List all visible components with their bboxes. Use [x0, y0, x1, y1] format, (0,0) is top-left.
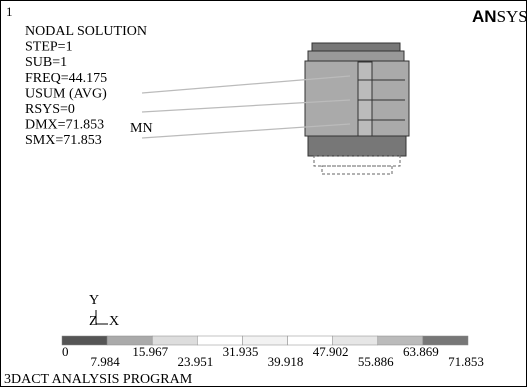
legend-label: 7.984 [90, 354, 120, 369]
legend-label: 71.853 [448, 354, 484, 369]
triad-z: Z [89, 314, 98, 329]
logo: ANSYS [472, 7, 527, 26]
model [305, 43, 409, 174]
info-line: NODAL SOLUTION [25, 24, 147, 39]
legend-label: 55.886 [358, 354, 394, 369]
info-line: SUB=1 [25, 55, 67, 70]
window-number: 1 [6, 4, 13, 19]
info-line: RSYS=0 [25, 102, 75, 117]
info-line: DMX=71.853 [25, 118, 104, 133]
info-line: USUM (AVG) [25, 86, 107, 101]
legend-label: 0 [62, 344, 69, 359]
window-border [1, 1, 527, 387]
triad-y: Y [89, 293, 99, 308]
info-line: FREQ=44.175 [25, 71, 107, 86]
info-line: STEP=1 [25, 40, 73, 55]
legend-label: 39.918 [268, 354, 304, 369]
footer: 3DACT ANALYSIS PROGRAM [4, 372, 193, 387]
triad-x: X [109, 314, 119, 329]
legend-label: 23.951 [177, 354, 213, 369]
logo-rest: SYS [497, 7, 527, 26]
ansys-window: 1 ANSYS MN NODAL SOLUTIONSTEP=1SUB=1FREQ… [0, 0, 527, 387]
legend-label: 63.869 [403, 344, 439, 359]
legend-label: 47.902 [313, 344, 349, 359]
logo-bold: AN [472, 7, 497, 26]
info-line: SMX=71.853 [25, 133, 102, 148]
legend-label: 31.935 [223, 344, 259, 359]
legend-segment [62, 336, 107, 345]
model-label: MN [130, 121, 153, 136]
legend-label: 15.967 [132, 344, 168, 359]
